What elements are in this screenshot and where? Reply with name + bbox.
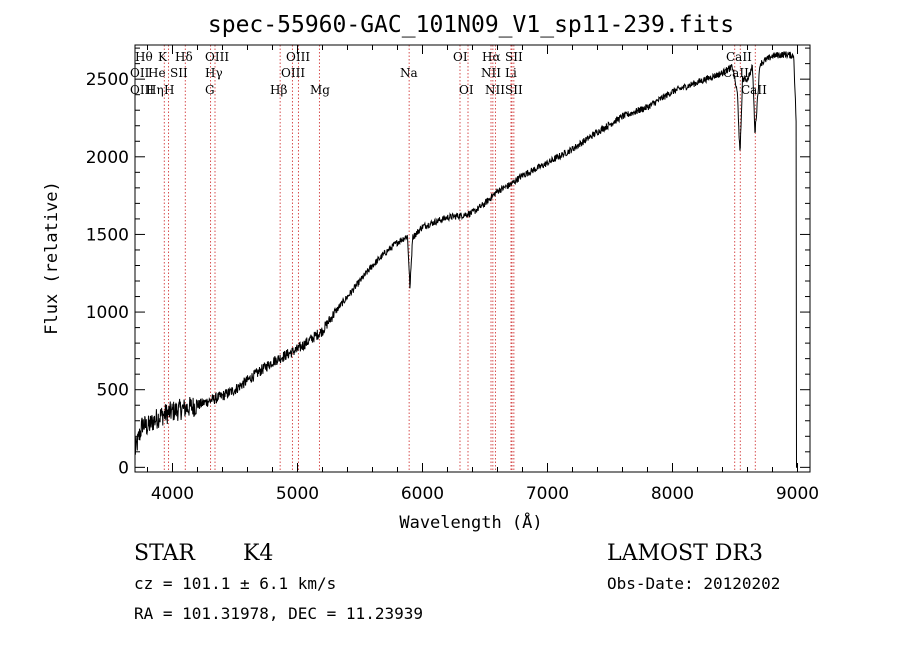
x-tick-label: 6000 <box>401 484 444 504</box>
line-label: Hδ <box>175 50 193 64</box>
line-label: Mg <box>310 83 330 97</box>
y-tick-label: 500 <box>97 381 129 401</box>
y-tick-label: 1000 <box>86 303 129 323</box>
spectrum-series-line <box>134 51 798 468</box>
line-label: OIII <box>130 83 154 97</box>
line-label: CaII <box>723 66 749 80</box>
chart-title: spec-55960-GAC_101N09_V1_sp11-239.fits <box>208 12 734 38</box>
line-label: CaII <box>726 50 752 64</box>
coordinates: RA = 101.31978, DEC = 11.23939 <box>134 604 423 623</box>
line-label: OI <box>453 50 468 64</box>
line-label: Hη <box>146 83 164 97</box>
line-label: NII <box>485 83 505 97</box>
line-label: OIII <box>286 50 310 64</box>
line-label: G <box>205 83 215 97</box>
x-tick-label: 9000 <box>776 484 819 504</box>
x-axis-label: Wavelength (Å) <box>399 511 542 533</box>
object-subclass: K4 <box>243 541 273 566</box>
x-tick-label: 8000 <box>651 484 694 504</box>
line-label: SII <box>505 83 523 97</box>
emission-line-markers <box>163 45 756 472</box>
line-label: Hγ <box>205 66 223 80</box>
line-label: Hα <box>482 50 501 64</box>
survey-name: LAMOST DR3 <box>607 541 763 566</box>
line-label: OII <box>130 66 150 80</box>
x-tick-label: 5000 <box>276 484 319 504</box>
y-tick-label: 2500 <box>86 70 129 90</box>
line-label: OI <box>459 83 474 97</box>
line-label: Na <box>400 66 418 80</box>
obs-date: Obs-Date: 20120202 <box>607 574 780 593</box>
redshift-readout: cz = 101.1 ± 6.1 km/s <box>134 574 336 593</box>
line-label: Li <box>505 66 517 80</box>
line-label: CaII <box>741 83 767 97</box>
y-tick-label: 0 <box>118 458 129 478</box>
y-axis-label: Flux (relative) <box>42 181 62 335</box>
line-label: OIII <box>205 50 229 64</box>
x-tick-label: 4000 <box>151 484 194 504</box>
object-class: STAR <box>134 541 196 566</box>
line-label: Hβ <box>270 83 287 97</box>
line-label: Hθ <box>135 50 153 64</box>
line-label: SII <box>505 50 523 64</box>
y-tick-label: 2000 <box>86 148 129 168</box>
line-label: H <box>164 83 174 97</box>
line-label: He <box>148 66 166 80</box>
plot-frame <box>134 44 811 473</box>
line-label: K <box>158 50 168 64</box>
y-tick-label: 1500 <box>86 225 129 245</box>
line-label: OIII <box>281 66 305 80</box>
x-tick-label: 7000 <box>526 484 569 504</box>
axis-ticks: 4000 5000 6000 7000 8000 9000 0 500 1000 1500 2000… <box>86 45 819 504</box>
line-label: NII <box>481 66 501 80</box>
line-label: SII <box>170 66 188 80</box>
